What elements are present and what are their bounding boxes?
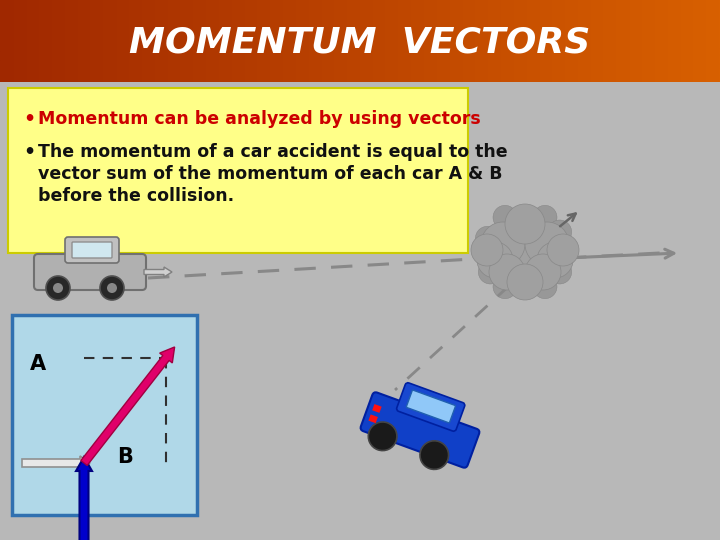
Bar	[0, 82, 720, 540]
Circle shape	[475, 226, 500, 251]
Circle shape	[493, 275, 517, 299]
Circle shape	[525, 254, 561, 290]
Circle shape	[547, 234, 579, 266]
Text: vector sum of the momentum of each car A & B: vector sum of the momentum of each car A…	[38, 165, 503, 183]
Circle shape	[525, 222, 569, 266]
Circle shape	[505, 204, 545, 244]
Circle shape	[548, 260, 572, 284]
FancyBboxPatch shape	[65, 237, 119, 263]
Circle shape	[507, 264, 543, 300]
Text: MOMENTUM  VECTORS: MOMENTUM VECTORS	[130, 25, 590, 59]
Bar	[12, 315, 197, 515]
Circle shape	[533, 205, 557, 229]
Circle shape	[493, 220, 557, 284]
FancyBboxPatch shape	[72, 242, 112, 258]
FancyBboxPatch shape	[406, 390, 456, 423]
Text: The momentum of a car accident is equal to the: The momentum of a car accident is equal …	[38, 143, 508, 161]
Text: before the collision.: before the collision.	[38, 187, 234, 205]
FancyArrow shape	[81, 347, 175, 465]
Text: Momentum can be analyzed by using vectors: Momentum can be analyzed by using vector…	[38, 110, 481, 128]
Circle shape	[53, 283, 63, 293]
Text: A: A	[30, 354, 46, 374]
FancyArrow shape	[22, 456, 90, 470]
Circle shape	[100, 276, 124, 300]
FancyArrow shape	[76, 457, 92, 540]
Bar	[8, 88, 468, 253]
Circle shape	[533, 275, 557, 299]
Circle shape	[478, 260, 503, 284]
Circle shape	[537, 242, 573, 278]
Text: B: B	[117, 447, 133, 467]
FancyBboxPatch shape	[397, 383, 465, 431]
Circle shape	[471, 234, 503, 266]
FancyArrow shape	[144, 267, 172, 277]
Circle shape	[420, 441, 449, 469]
Circle shape	[477, 242, 513, 278]
Circle shape	[493, 205, 517, 229]
Bar	[369, 414, 378, 423]
Circle shape	[548, 220, 572, 244]
Circle shape	[489, 254, 525, 290]
Text: •: •	[23, 143, 35, 162]
Bar	[372, 404, 382, 413]
Circle shape	[107, 283, 117, 293]
Circle shape	[481, 222, 525, 266]
FancyBboxPatch shape	[361, 393, 480, 468]
Text: •: •	[23, 110, 35, 129]
FancyBboxPatch shape	[34, 254, 146, 290]
Circle shape	[46, 276, 70, 300]
Circle shape	[369, 422, 397, 450]
